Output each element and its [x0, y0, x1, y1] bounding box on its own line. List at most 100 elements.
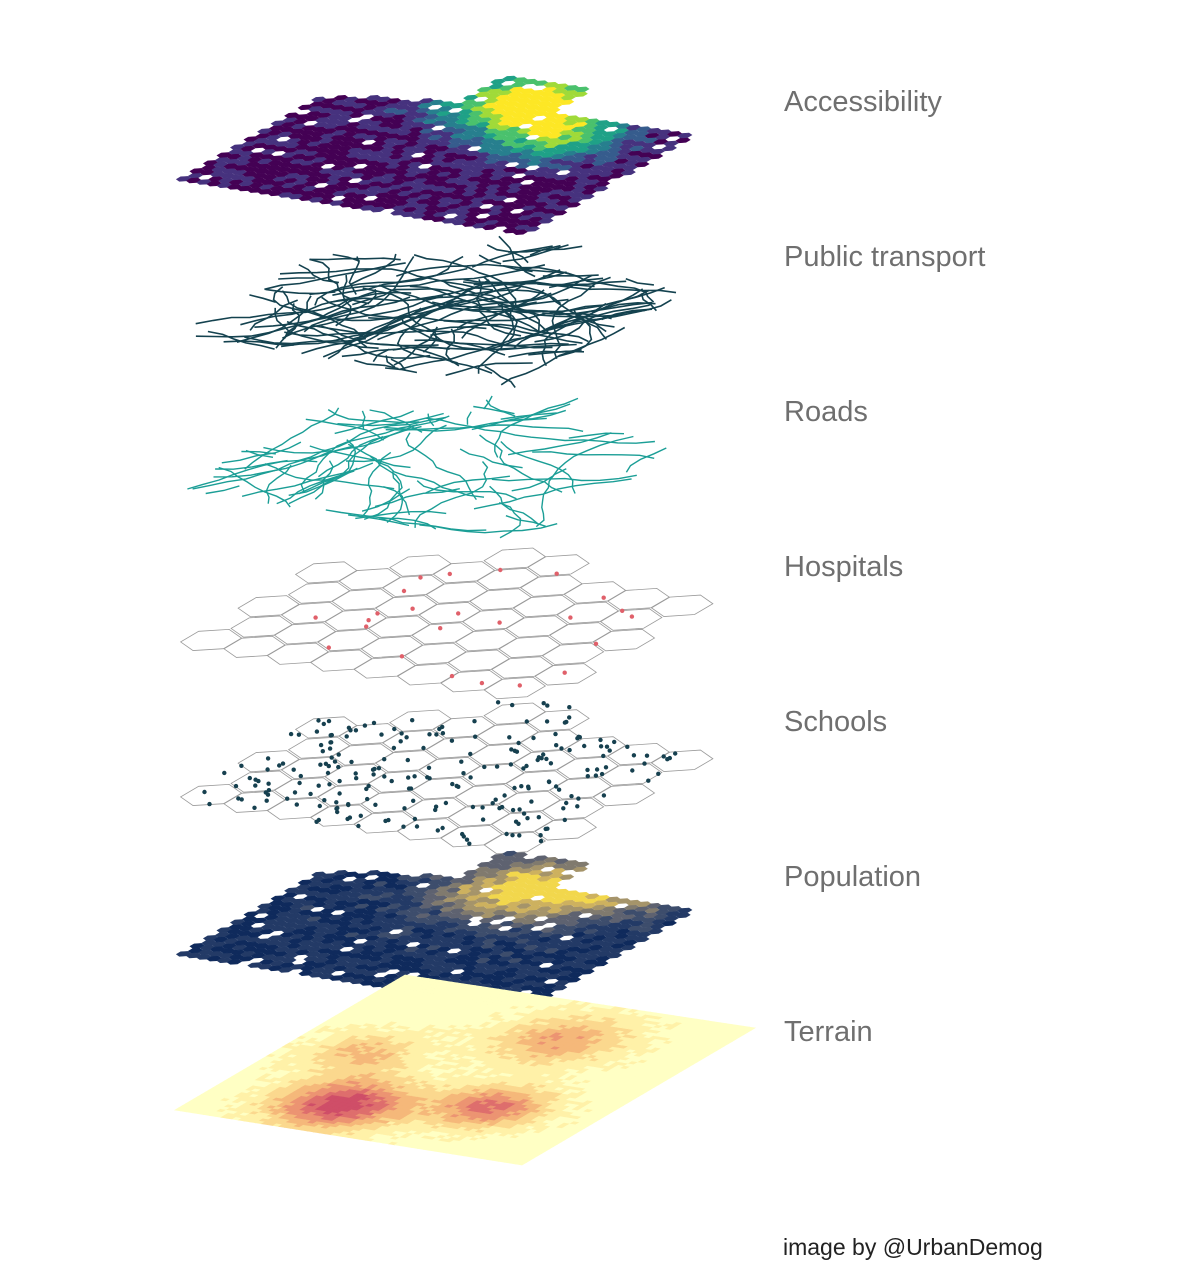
facility-point	[326, 718, 332, 724]
facility-point	[356, 823, 361, 829]
network-line	[438, 269, 561, 309]
network-line	[348, 256, 360, 295]
facility-point	[334, 806, 339, 811]
facility-point	[336, 764, 341, 770]
facility-point	[320, 749, 325, 754]
facility-point	[426, 765, 432, 770]
network-line	[385, 424, 584, 432]
facility-point	[405, 757, 410, 763]
hex-outline	[425, 736, 489, 759]
facility-point	[490, 801, 495, 806]
facility-point	[438, 626, 443, 631]
hex-cell	[663, 140, 679, 147]
facility-point	[327, 746, 333, 751]
facility-point	[443, 800, 449, 806]
facility-point	[564, 800, 569, 806]
hex-cell	[641, 142, 657, 148]
network-line	[283, 296, 411, 339]
network-line	[425, 475, 510, 494]
facility-point	[661, 754, 666, 759]
hex-cell	[499, 206, 515, 213]
hex-outline	[287, 581, 351, 604]
network-line	[532, 451, 655, 459]
facility-point	[541, 701, 546, 706]
network-line	[489, 485, 539, 525]
facility-point	[379, 732, 384, 737]
network-line	[500, 440, 576, 494]
facility-point	[646, 778, 651, 783]
facility-point	[285, 796, 290, 801]
hex-outline	[549, 622, 612, 645]
hex-cell	[492, 195, 508, 202]
network-line	[279, 268, 494, 291]
facility-point	[265, 767, 270, 772]
network-line	[549, 289, 650, 314]
facility-point	[544, 719, 550, 724]
hex-outline	[367, 770, 431, 793]
facility-point	[497, 620, 502, 625]
hex-cell	[677, 132, 693, 139]
facility-point	[508, 762, 514, 767]
facility-point	[313, 615, 318, 620]
facility-point	[517, 807, 522, 812]
hex-outline	[476, 722, 540, 746]
hex-cell	[526, 221, 542, 227]
roads-layer	[187, 395, 667, 539]
network-line	[327, 408, 420, 424]
facility-point	[536, 815, 541, 820]
hex-cell	[565, 201, 582, 208]
facility-point	[517, 833, 522, 838]
network-line	[372, 348, 390, 363]
hex-cell	[352, 193, 369, 200]
hex-cell	[465, 211, 481, 218]
facility-point	[364, 786, 369, 792]
facility-point	[510, 702, 515, 708]
facility-point	[665, 757, 670, 762]
hex-outline	[490, 811, 554, 834]
facility-point	[317, 803, 322, 809]
hex-cell	[260, 149, 276, 155]
facility-point	[239, 797, 244, 802]
network-line	[392, 471, 411, 516]
facility-point	[389, 778, 394, 784]
facility-point	[399, 654, 405, 659]
hex-cell	[320, 908, 336, 914]
hex-outline	[483, 831, 547, 855]
network-line	[236, 295, 312, 343]
hex-cell	[510, 82, 527, 88]
facility-point	[332, 759, 338, 764]
facility-point	[298, 773, 303, 779]
network-line	[479, 434, 563, 493]
network-line	[345, 424, 447, 463]
facility-point	[538, 833, 543, 838]
hex-outline	[527, 709, 590, 732]
facility-point	[326, 645, 331, 650]
network-line	[414, 339, 506, 356]
hex-cell	[328, 944, 345, 951]
hex-outline	[519, 729, 583, 752]
hex-cell	[572, 91, 588, 97]
network-line	[364, 307, 422, 339]
facility-point	[348, 728, 353, 733]
network-line	[369, 455, 485, 498]
facility-point	[449, 738, 455, 743]
network-line	[477, 303, 515, 374]
network-line	[213, 423, 418, 478]
network-line	[320, 325, 439, 347]
facility-point	[252, 805, 257, 810]
hex-cell	[490, 78, 506, 85]
facility-point	[545, 826, 550, 831]
hex-cell	[636, 156, 652, 163]
facility-point	[620, 608, 625, 613]
hex-cell	[395, 970, 411, 977]
network-line	[541, 302, 607, 367]
facility-point	[468, 751, 473, 757]
facility-point	[335, 809, 340, 815]
hex-cell	[594, 181, 611, 187]
facility-point	[362, 723, 368, 728]
hex-outline	[599, 608, 663, 631]
facility-point	[593, 773, 599, 778]
facility-point	[202, 789, 207, 795]
facility-point	[266, 788, 272, 793]
facility-point	[410, 718, 415, 723]
